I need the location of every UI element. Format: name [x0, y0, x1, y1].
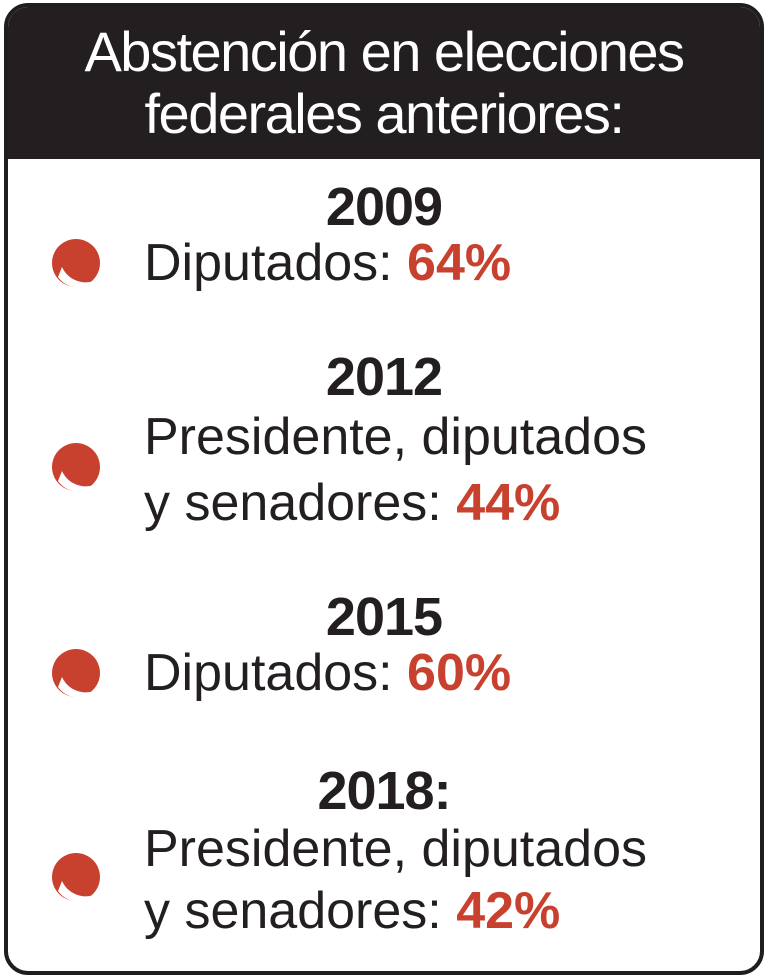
header-title-line-1: Abstención en elecciones — [84, 20, 685, 83]
entry-label: Diputados: — [144, 644, 408, 702]
entry-label: y senadores: — [144, 882, 457, 940]
entry-label: Diputados: — [144, 234, 408, 292]
entry-text: Diputados: 60% — [144, 643, 511, 703]
entry-text-line-2: y senadores: 44% — [144, 473, 560, 533]
red-circle-bullet-icon — [52, 853, 100, 902]
red-circle-bullet-icon — [52, 649, 100, 698]
entry-text: Diputados: 64% — [144, 233, 511, 293]
header-title-line-2: federales anteriores: — [144, 82, 625, 145]
entry-year: 2018: — [317, 761, 451, 821]
card-header: Abstención en elecciones federales anter… — [8, 7, 760, 159]
red-circle-bullet-icon — [52, 239, 100, 288]
entry-year: 2012 — [325, 347, 443, 407]
abstention-card: Abstención en elecciones federales anter… — [4, 3, 764, 975]
entry-year: 2009 — [325, 177, 443, 237]
red-circle-bullet-icon — [52, 443, 100, 492]
entry-text-line-1: Presidente, diputados — [144, 820, 648, 878]
entry-year: 2015 — [325, 587, 443, 647]
entry-percent: 44% — [456, 474, 561, 532]
entry-percent: 42% — [456, 882, 561, 940]
entry-percent: 60% — [407, 644, 512, 702]
entry-label: y senadores: — [144, 474, 457, 532]
entry-text-line-1: Presidente, diputados — [144, 408, 648, 466]
entry-text-line-2: y senadores: 42% — [144, 881, 560, 941]
entry-percent: 64% — [407, 234, 512, 292]
